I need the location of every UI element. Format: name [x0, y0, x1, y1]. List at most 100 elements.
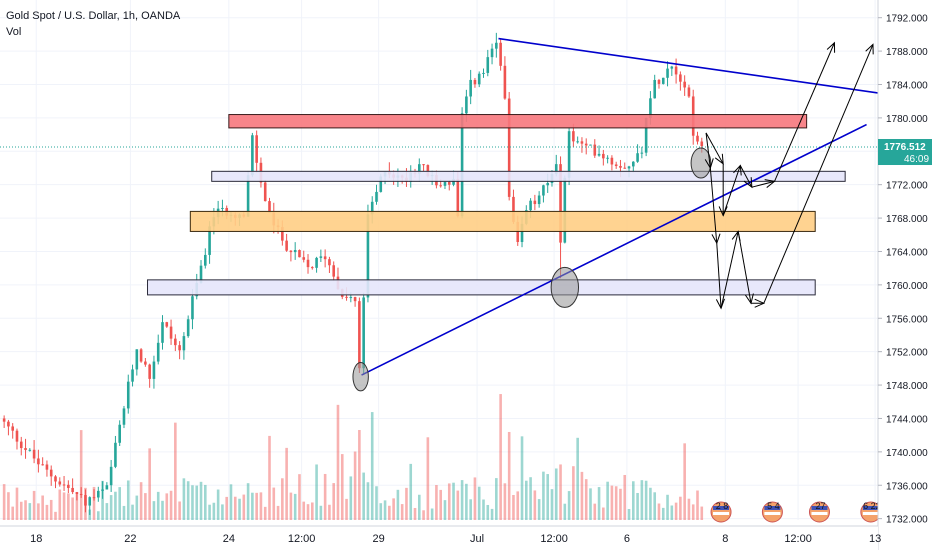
resistance-red[interactable]	[228, 114, 808, 129]
events-badge-4[interactable]: 6 22	[860, 501, 882, 523]
volume-bar	[79, 430, 83, 520]
volume-bar	[661, 507, 665, 520]
event-count: 6 22	[863, 501, 881, 511]
candle-body	[135, 349, 139, 370]
lower-trendline[interactable]	[361, 123, 867, 376]
volume-bar	[97, 511, 100, 520]
upper-trendline[interactable]	[498, 37, 919, 100]
flag-icon-stripe	[862, 512, 879, 515]
candle-body	[700, 141, 704, 147]
arrow-segment	[751, 180, 775, 188]
zone-orange[interactable]	[189, 210, 816, 232]
candle-body	[32, 449, 36, 459]
volume-bar	[649, 487, 652, 520]
volume-bar	[567, 491, 571, 520]
event-count: 27	[815, 501, 825, 511]
volume-bar	[32, 490, 36, 520]
flag-icon-stripe	[811, 506, 828, 510]
volume-bar	[507, 431, 511, 520]
candle-body	[199, 265, 203, 283]
time-tick-label: 29	[373, 533, 385, 545]
events-badge-1[interactable]: 2 8	[710, 501, 732, 523]
candle-body	[644, 117, 648, 153]
flag-icon-stripe	[811, 512, 828, 515]
candle-body	[169, 326, 173, 339]
candle-body	[679, 74, 682, 82]
volume-bar	[696, 490, 699, 520]
zone-lavender-lower[interactable]	[147, 279, 816, 296]
volume-bar	[396, 489, 400, 520]
candle-body	[563, 177, 567, 243]
grid-lines	[0, 0, 878, 520]
low-circle[interactable]	[352, 362, 369, 392]
candle-body	[460, 113, 464, 217]
candle-body	[139, 349, 143, 362]
volume-bar	[418, 494, 421, 520]
candle-body	[255, 135, 258, 163]
volume-bar	[379, 503, 383, 520]
volume-bar	[375, 486, 378, 520]
volume-bar	[276, 505, 280, 520]
volume-bar	[62, 492, 66, 520]
candle-body	[49, 469, 53, 477]
volume-bar	[71, 497, 74, 520]
price-tick-label: 1792.000	[886, 14, 928, 25]
volume-bar	[597, 487, 601, 520]
trendlines[interactable]	[361, 37, 919, 376]
time-tick-label: 24	[223, 533, 235, 545]
volume-bar	[533, 490, 537, 520]
candle-body	[71, 487, 74, 493]
candle-body	[263, 182, 267, 202]
events-badge-3[interactable]: 27	[808, 501, 830, 523]
candle-body	[15, 430, 19, 442]
volume-bar	[195, 485, 199, 520]
arrow-segment	[705, 132, 711, 169]
price-tick-label: 1768.000	[886, 214, 928, 225]
volume-bar	[109, 495, 113, 520]
candle-body	[118, 424, 121, 443]
candle-body	[191, 296, 194, 320]
candle-body	[148, 364, 151, 379]
horizontal-zones[interactable]	[147, 114, 846, 296]
volume-bar	[225, 496, 228, 520]
volume-bar	[383, 500, 387, 520]
volume-bar	[238, 498, 241, 520]
volume-bar	[259, 492, 263, 520]
candle-body	[657, 79, 661, 84]
current-circle[interactable]	[690, 147, 712, 179]
volume-bar	[495, 478, 498, 520]
candle-body	[683, 81, 686, 88]
candle-body	[456, 178, 460, 217]
volume-bar	[340, 454, 344, 520]
candle-body	[674, 66, 678, 75]
mid-circle[interactable]	[550, 266, 580, 308]
volume-bar	[358, 430, 361, 520]
price-axis[interactable]: 1732.000 1736.000 1740.000 1744.000 1748.000…	[877, 0, 932, 550]
volume-bar	[674, 502, 678, 520]
candle-body	[666, 68, 669, 78]
last-price-label: 1776.512	[884, 142, 926, 153]
candle-body	[268, 201, 271, 213]
event-badges[interactable]: 2 8 5 4 27 6 22	[710, 501, 882, 523]
volume-bar	[345, 498, 348, 520]
flag-icon-stripe	[764, 506, 781, 510]
volume-bar	[456, 490, 460, 520]
time-axis[interactable]: 18 22 24 12:00 29 Jul 12:00 6 8 12:00 13	[0, 525, 881, 550]
volume-bar	[542, 471, 545, 520]
arrow-head	[714, 153, 724, 165]
flag-icon-stripe	[713, 512, 730, 515]
events-badge-2[interactable]: 5 4	[761, 501, 783, 523]
volume-bar	[388, 505, 391, 520]
projection-arrows[interactable]	[704, 41, 874, 310]
candle-body	[542, 185, 545, 196]
highlight-ellipses[interactable]	[352, 147, 712, 392]
price-tick-label: 1748.000	[886, 381, 928, 392]
volume-bar	[263, 506, 267, 520]
candle-body	[537, 195, 541, 205]
candle-body	[84, 495, 87, 506]
zone-lavender-upper[interactable]	[211, 170, 846, 182]
arrow-segment	[774, 42, 835, 182]
arrow-segment	[737, 231, 752, 304]
volume-bar	[370, 412, 374, 520]
